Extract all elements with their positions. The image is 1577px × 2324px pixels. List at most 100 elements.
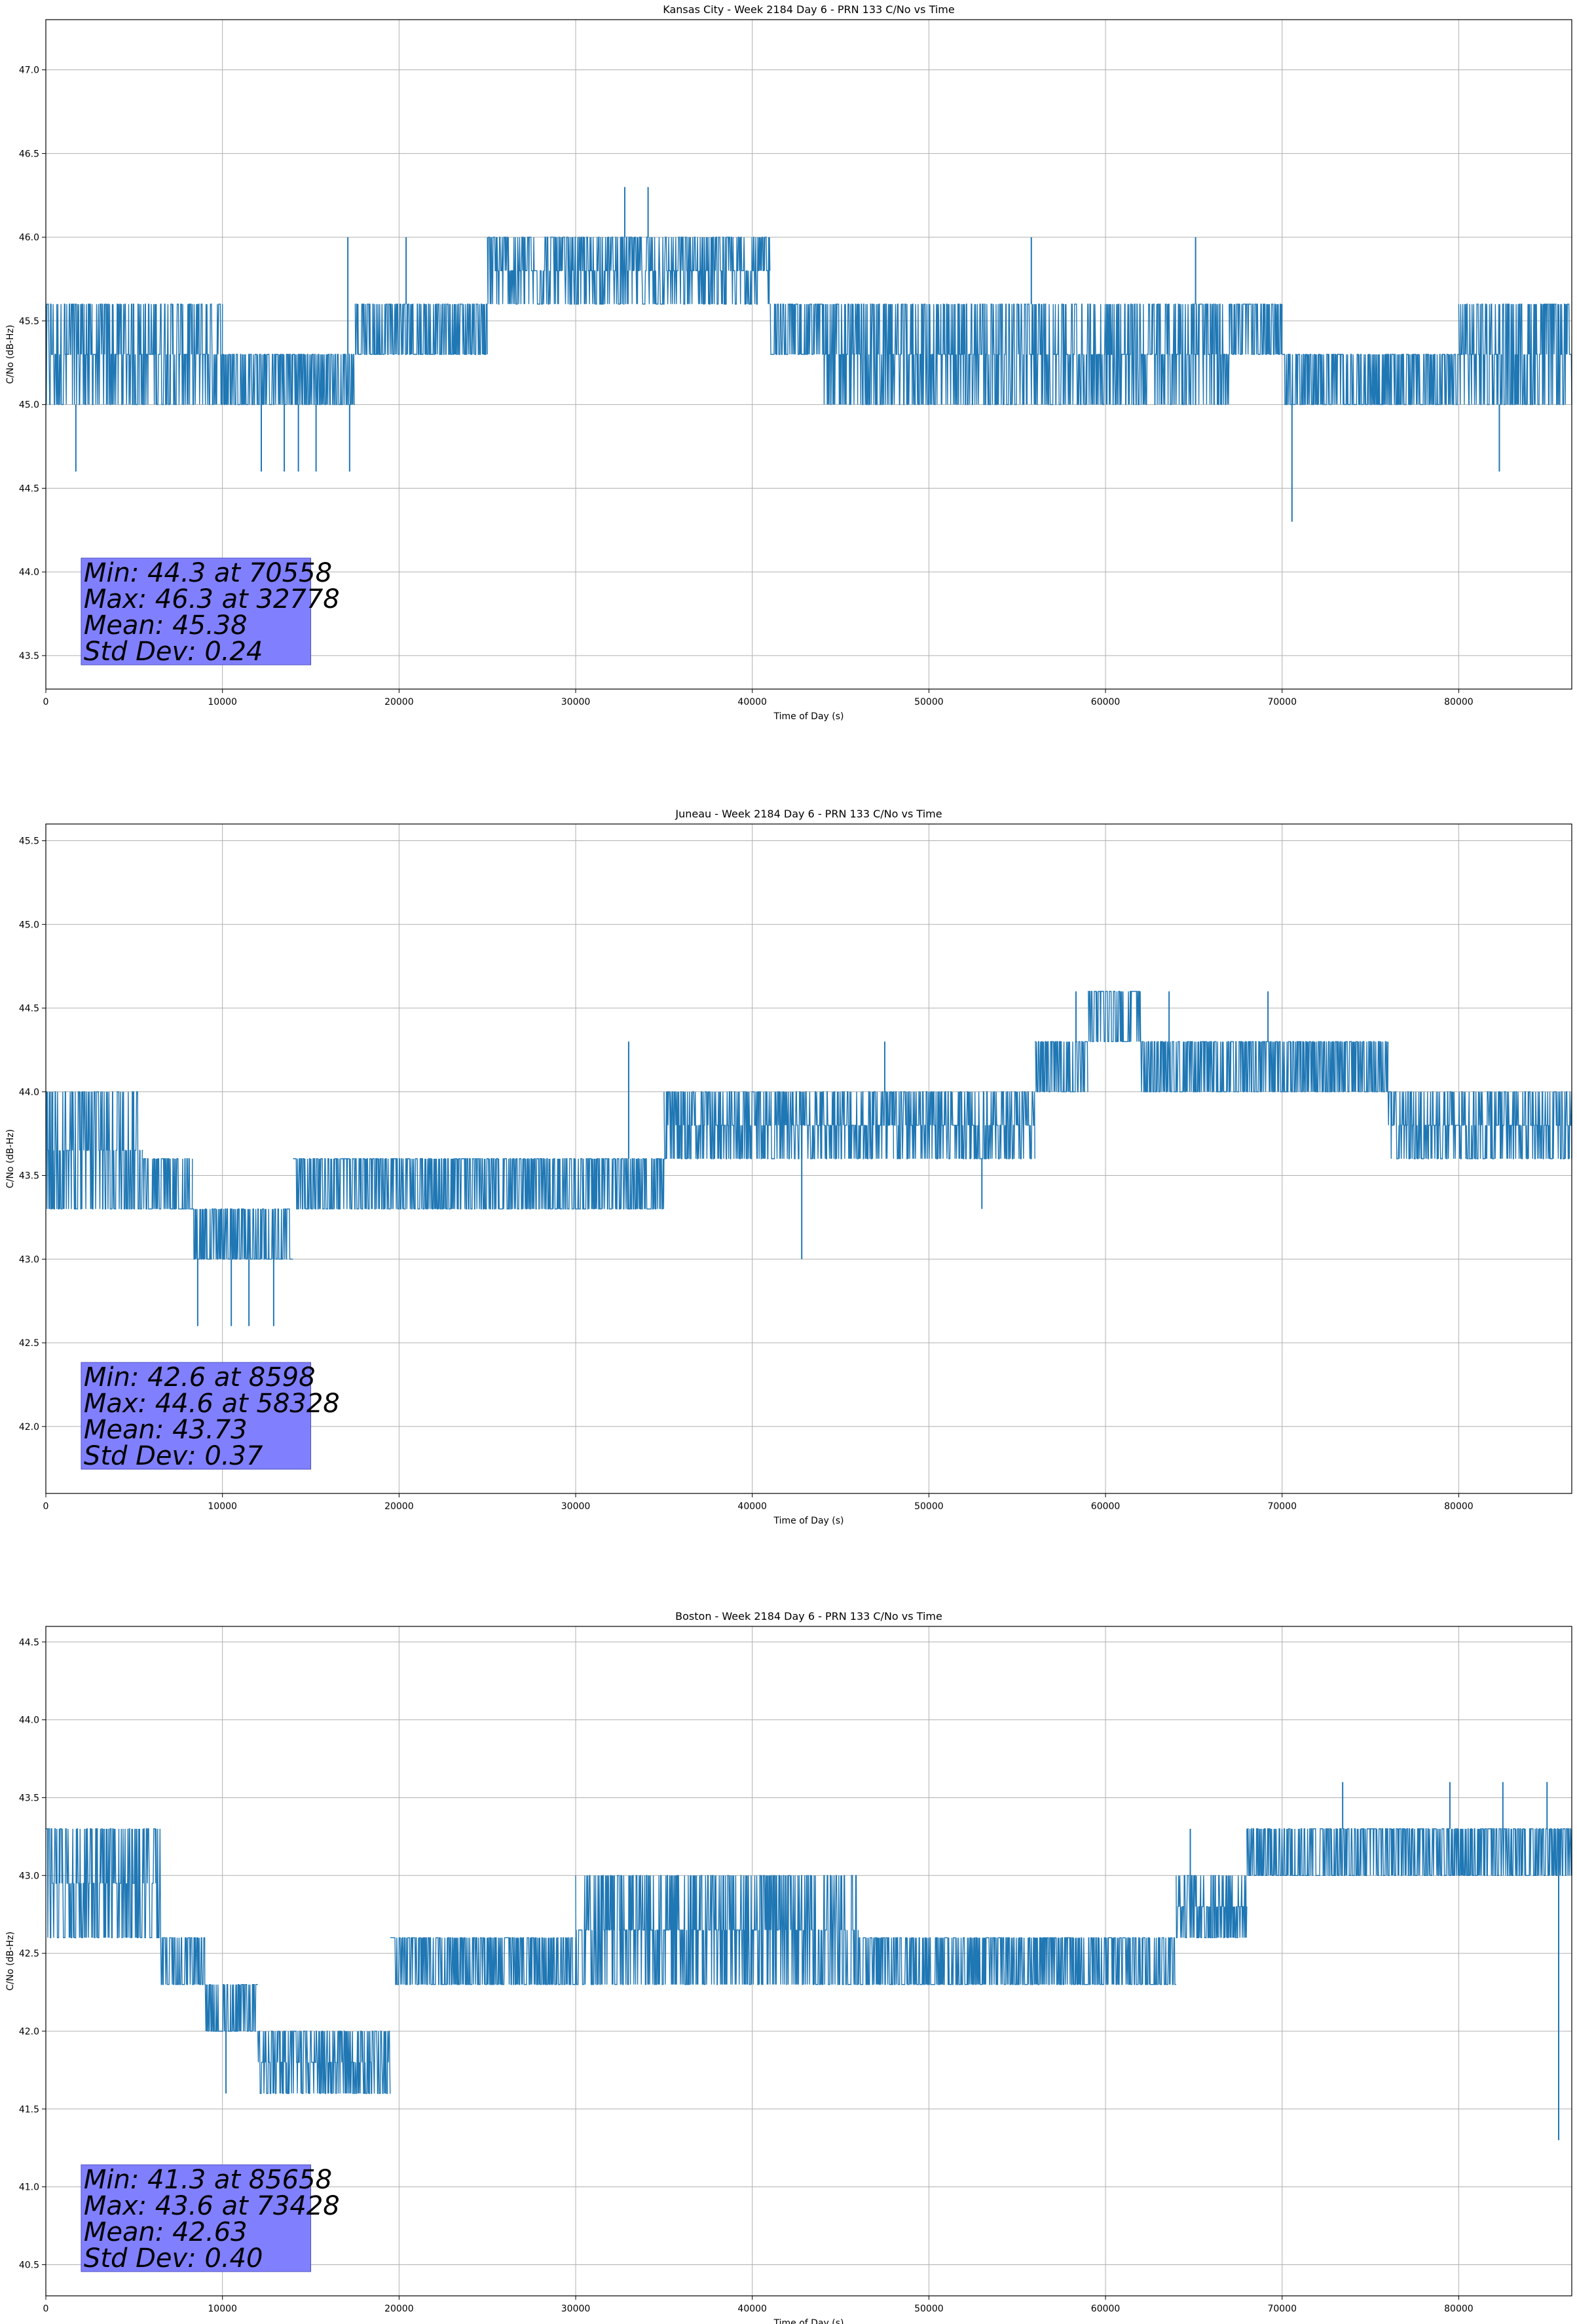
x-tick-label: 50000 — [914, 1501, 944, 1512]
stats-std: Std Dev: 0.24 — [84, 637, 263, 667]
panel-juneau: 0 10000 20000 30000 40000 50000 60000 70000 8000… — [5, 808, 1572, 1526]
x-tick-label: 70000 — [1267, 697, 1297, 707]
y-tick-label: 45.0 — [19, 400, 39, 411]
x-tick-label: 50000 — [914, 2304, 944, 2314]
y-tick-label: 41.5 — [19, 2105, 39, 2115]
series-segment — [770, 303, 823, 355]
y-tick-label: 41.0 — [19, 2183, 39, 2193]
y-axis-label: C/No (dB-Hz) — [5, 1129, 16, 1188]
stats-min: Min: 41.3 at 85658 — [84, 2165, 332, 2195]
stats-mean: Mean: 45.38 — [84, 610, 248, 641]
stats-box: Min: 42.6 at 8598 Max: 44.6 at 58328 Mea… — [81, 1362, 340, 1471]
x-axis-label: Time of Day (s) — [773, 2318, 844, 2324]
stats-box-bg — [81, 1362, 312, 1470]
x-tick-label: 0 — [43, 697, 49, 707]
x-tick-label: 60000 — [1091, 1501, 1121, 1512]
series-segment — [1176, 1875, 1248, 1938]
x-tick-label: 80000 — [1444, 697, 1474, 707]
series-segment — [857, 1937, 1176, 1985]
x-tick-label: 60000 — [1091, 2304, 1121, 2314]
series-segment — [1246, 1828, 1572, 1876]
stats-max: Max: 44.6 at 58328 — [84, 1389, 340, 1419]
series-segment — [204, 1984, 258, 2032]
series-segment — [928, 303, 1230, 405]
series-segment — [1229, 303, 1283, 355]
stats-box-bg — [81, 2164, 312, 2272]
series-segment — [81, 303, 223, 405]
y-tick-label: 42.0 — [19, 2027, 39, 2037]
y-tick-label: 44.0 — [19, 1087, 39, 1098]
series-segment — [354, 303, 488, 355]
y-tick-label: 42.0 — [19, 1422, 39, 1433]
y-tick-label: 45.0 — [19, 920, 39, 930]
series-segment — [575, 1875, 859, 1985]
y-axis-label: C/No (dB-Hz) — [5, 1932, 16, 1991]
series-segment — [663, 1091, 895, 1159]
stats-max: Max: 46.3 at 32778 — [84, 584, 340, 614]
y-tick-label: 46.5 — [19, 149, 39, 159]
x-tick-label: 0 — [43, 2304, 49, 2314]
y-tick-label: 43.5 — [19, 651, 39, 662]
x-tick-label: 80000 — [1444, 2304, 1474, 2314]
stats-box: Min: 41.3 at 85658 Max: 43.6 at 73428 Me… — [81, 2164, 340, 2274]
stats-min: Min: 42.6 at 8598 — [84, 1362, 316, 1393]
x-tick-label: 0 — [43, 1501, 49, 1512]
stats-mean: Mean: 43.73 — [84, 1415, 248, 1445]
series-segment — [1282, 354, 1459, 405]
stats-box-bg — [81, 557, 312, 665]
series-segment — [45, 303, 82, 405]
stats-std: Std Dev: 0.37 — [84, 1441, 263, 1471]
stats-box: Min: 44.3 at 70558 Max: 46.3 at 32778 Me… — [81, 557, 340, 667]
x-tick-label: 60000 — [1091, 697, 1121, 707]
series-segment — [1458, 303, 1572, 405]
y-tick-label: 42.5 — [19, 1949, 39, 1959]
plot-area: 0 10000 20000 30000 40000 50000 60000 70000 8000… — [19, 1626, 1572, 2314]
y-tick-label: 43.0 — [19, 1254, 39, 1265]
chart-title: Juneau - Week 2184 Day 6 - PRN 133 C/No … — [675, 808, 942, 820]
y-tick-label: 44.5 — [19, 1003, 39, 1014]
y-tick-label: 45.5 — [19, 836, 39, 847]
y-tick-label: 45.5 — [19, 316, 39, 327]
x-tick-label: 10000 — [208, 1501, 237, 1512]
x-tick-label: 10000 — [208, 697, 237, 707]
x-tick-label: 30000 — [561, 1501, 591, 1512]
x-tick-label: 10000 — [208, 2304, 237, 2314]
series-segment — [1140, 1041, 1389, 1093]
x-axis-label: Time of Day (s) — [773, 711, 844, 722]
chart-title: Boston - Week 2184 Day 6 - PRN 133 C/No … — [675, 1610, 942, 1622]
y-tick-label: 43.5 — [19, 1793, 39, 1803]
stats-min: Min: 44.3 at 70558 — [84, 558, 332, 588]
x-tick-label: 80000 — [1444, 1501, 1474, 1512]
chart-title: Kansas City - Week 2184 Day 6 - PRN 133 … — [663, 3, 954, 16]
y-tick-label: 40.5 — [19, 2260, 39, 2270]
x-tick-label: 20000 — [384, 2304, 414, 2314]
x-tick-label: 40000 — [737, 1501, 767, 1512]
series-segment — [222, 354, 355, 405]
x-tick-label: 50000 — [914, 697, 944, 707]
x-tick-label: 30000 — [561, 2304, 591, 2314]
series-segment — [1035, 1041, 1088, 1093]
y-axis-label: C/No (dB-Hz) — [5, 325, 16, 384]
series-segment — [487, 236, 771, 305]
plot-area: 0 10000 20000 30000 40000 50000 60000 70000 8000… — [19, 823, 1572, 1512]
x-axis-label: Time of Day (s) — [773, 1516, 844, 1526]
series-segment — [893, 1091, 1035, 1159]
x-tick-label: 20000 — [384, 1501, 414, 1512]
axes-frame — [45, 1626, 1572, 2296]
y-tick-label: 43.0 — [19, 1871, 39, 1881]
x-tick-label: 70000 — [1267, 1501, 1297, 1512]
series-segment — [1387, 1091, 1572, 1159]
y-tick-label: 47.0 — [19, 66, 39, 76]
series-segment — [390, 1937, 576, 1985]
panel-boston: 0 10000 20000 30000 40000 50000 60000 70000 8000… — [5, 1610, 1572, 2324]
series-segment — [160, 1937, 206, 1985]
series-segment — [192, 1209, 293, 1260]
series-segment — [46, 1091, 143, 1210]
stats-std: Std Dev: 0.40 — [84, 2243, 263, 2274]
axes-frame — [45, 823, 1572, 1494]
stats-max: Max: 43.6 at 73428 — [84, 2191, 340, 2221]
axes-frame — [45, 19, 1572, 690]
y-tick-label: 44.0 — [19, 1715, 39, 1726]
panel-kansas-city: 0 10000 20000 30000 40000 50000 60000 70000 8000… — [5, 3, 1572, 722]
